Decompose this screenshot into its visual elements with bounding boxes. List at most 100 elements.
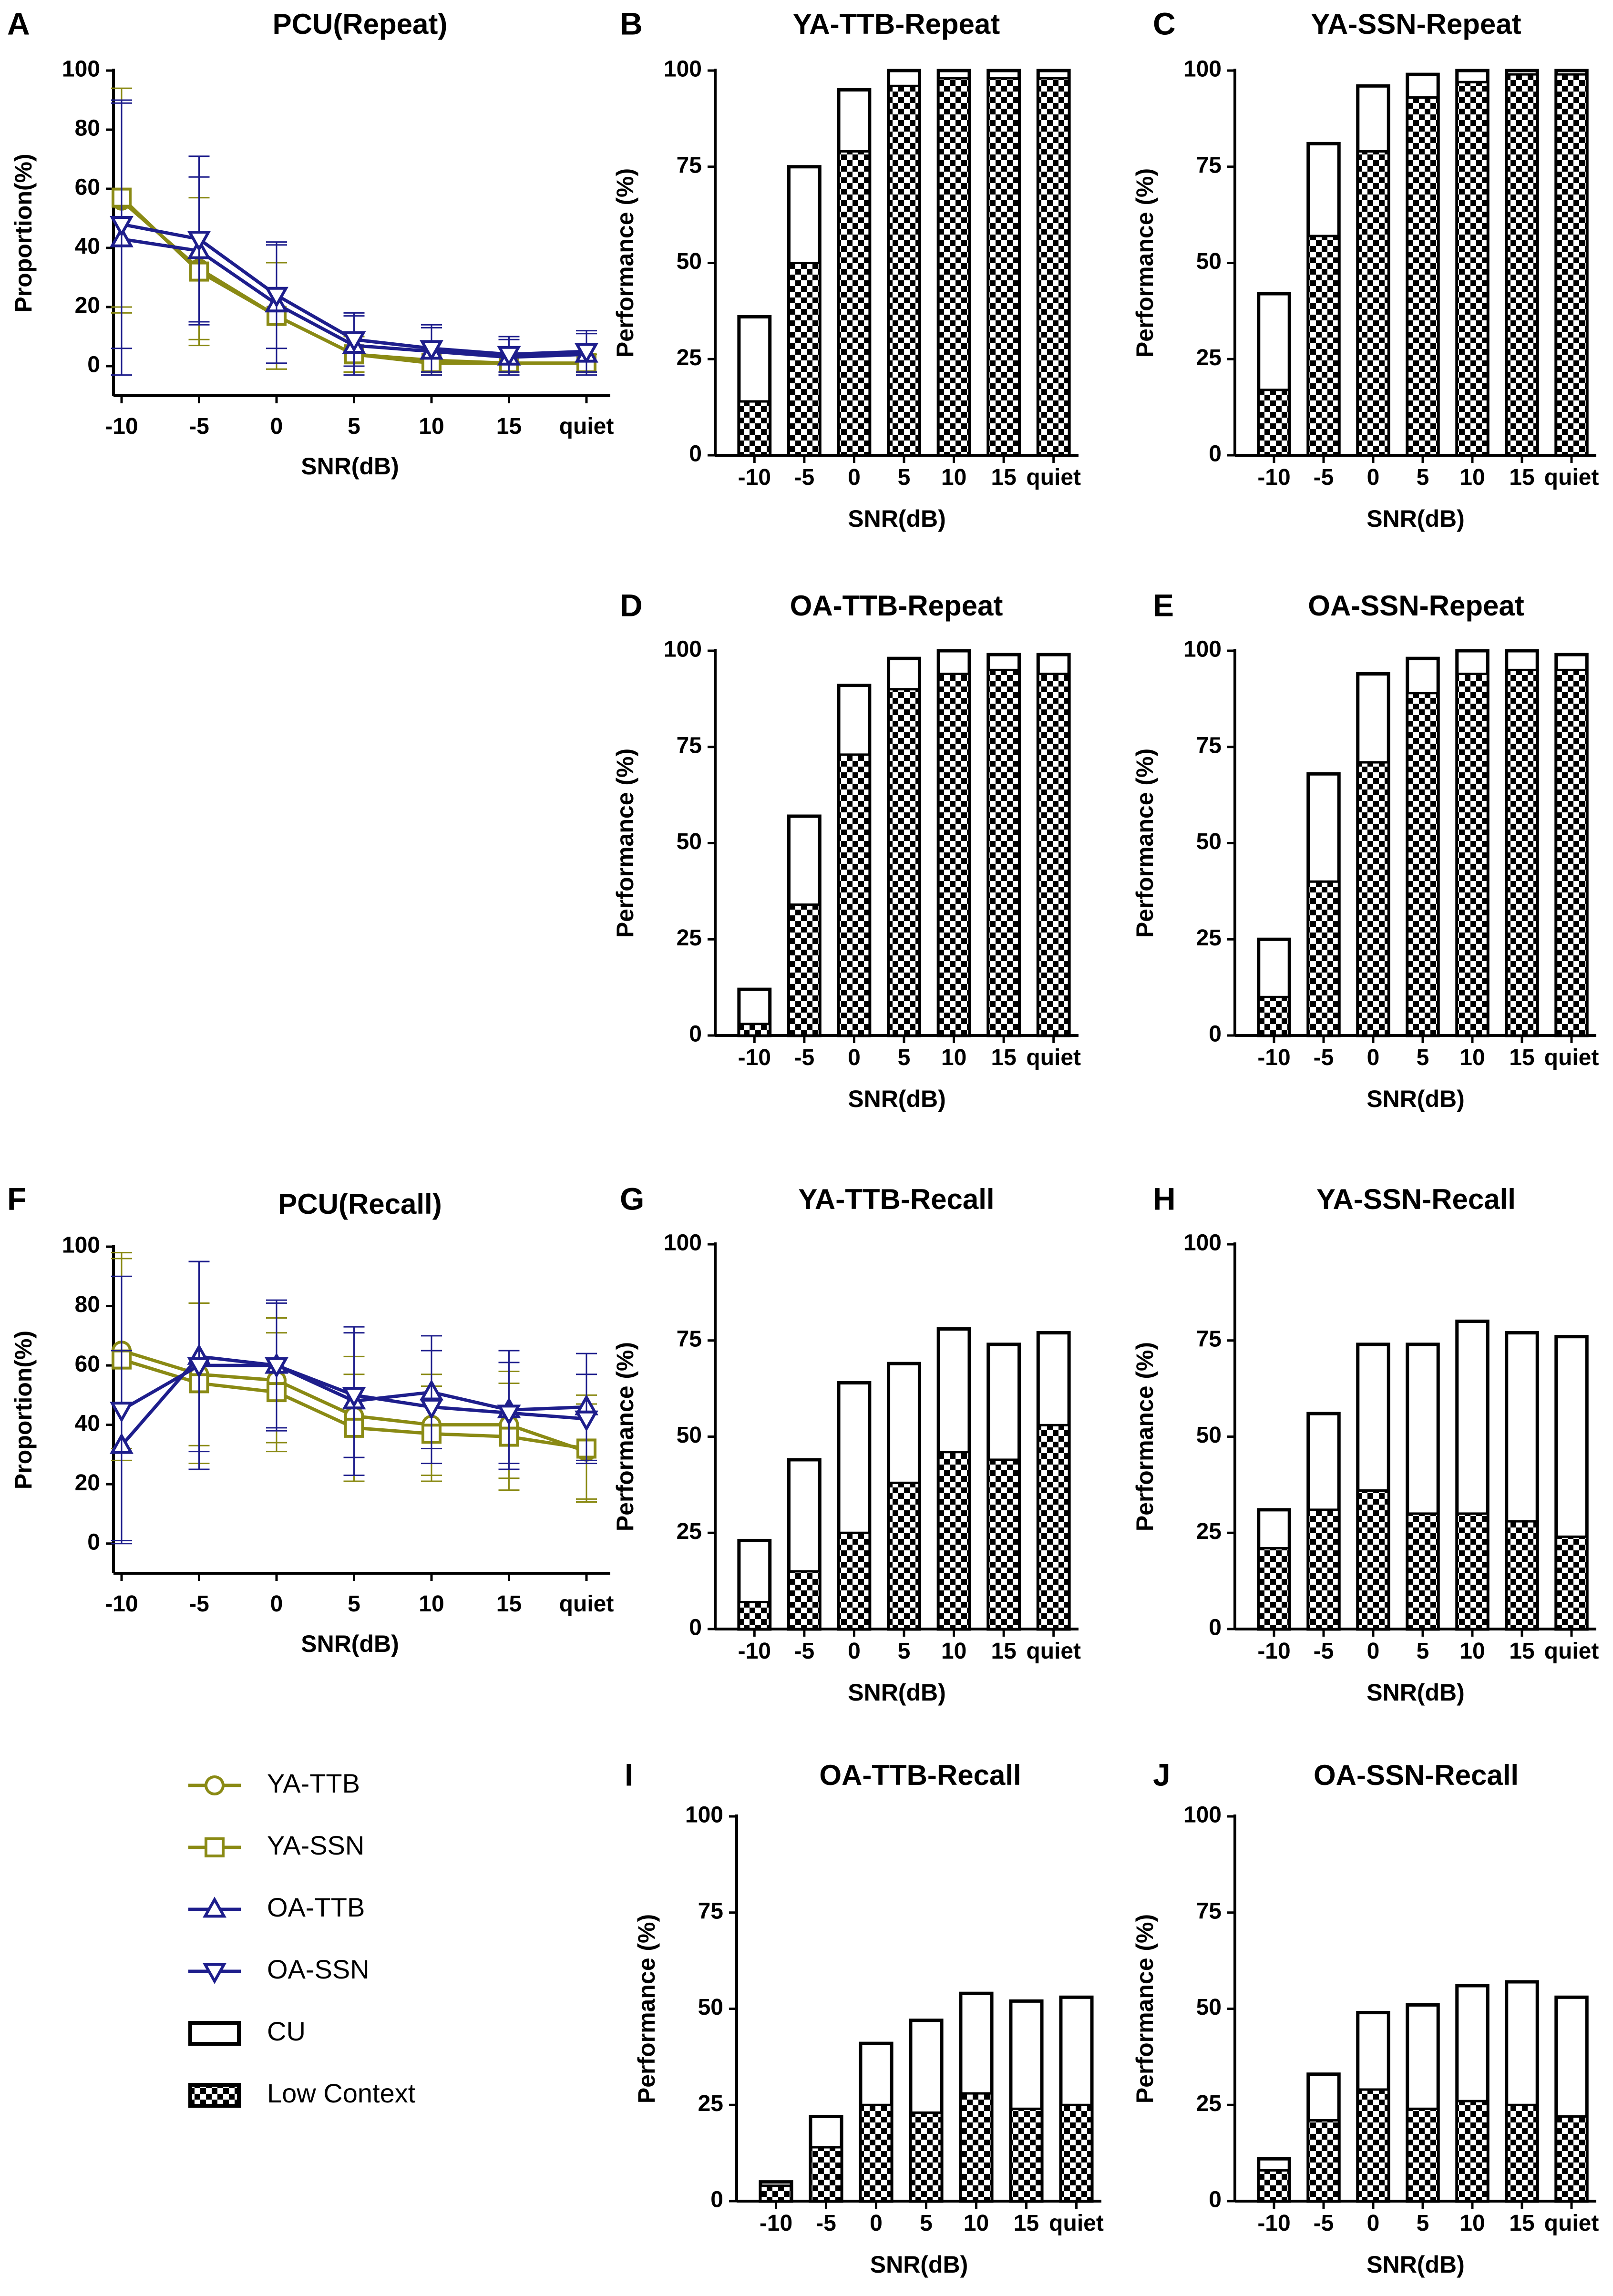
data-point [110, 216, 134, 237]
y-tick-label: 0 [1209, 441, 1222, 467]
y-tick-label: 25 [698, 2091, 723, 2116]
y-tick-label: 0 [689, 1615, 702, 1640]
y-axis-label: Performance (%) [1131, 1342, 1158, 1531]
data-point [342, 1386, 366, 1408]
x-tick-label: -10 [1257, 465, 1290, 490]
y-tick-label: 75 [677, 1326, 702, 1352]
x-tick-label: -5 [1314, 1045, 1334, 1070]
y-tick-label: 0 [689, 441, 702, 467]
x-tick-label: -5 [794, 465, 815, 490]
bar-low-context [809, 2146, 843, 2203]
y-tick-label: 100 [664, 637, 702, 662]
x-axis-label: SNR(dB) [1366, 1086, 1465, 1112]
bar-low-context [787, 1570, 821, 1630]
x-tick-label: 5 [898, 465, 911, 490]
x-tick-label: -10 [1257, 2211, 1290, 2236]
y-axis-label: Performance (%) [1131, 168, 1158, 358]
bar-low-context [1456, 81, 1489, 457]
x-tick-label: -10 [105, 414, 138, 439]
x-tick-label: 0 [270, 1591, 283, 1617]
x-tick-label: 0 [1367, 2211, 1380, 2236]
legend-swatch [188, 2083, 241, 2108]
x-tick-label: quiet [1544, 1045, 1599, 1070]
x-tick-label: 15 [1509, 2211, 1534, 2236]
legend-label: YA-TTB [267, 1768, 360, 1798]
y-tick-label: 50 [1196, 1995, 1222, 2020]
x-tick-label: -5 [1314, 1639, 1334, 1664]
bar-low-context [987, 668, 1021, 1037]
y-tick-label: 75 [677, 733, 702, 758]
chart-title: YA-SSN-Recall [1316, 1183, 1516, 1215]
panel-letter: H [1153, 1181, 1176, 1216]
y-tick-label: 50 [1196, 829, 1222, 854]
legend-label: CU [267, 2016, 306, 2046]
bar-low-context [1307, 235, 1340, 457]
x-tick-label: 5 [920, 2211, 933, 2236]
bar-low-context [1257, 1547, 1291, 1630]
y-tick-label: 100 [685, 1803, 723, 1828]
bar-low-context [1307, 1508, 1340, 1630]
data-point [342, 331, 366, 353]
legend-item-ya-ssn: YA-SSN [188, 1830, 364, 1860]
y-tick-label: 100 [1183, 57, 1222, 82]
bar-low-context [1356, 2088, 1390, 2203]
x-tick-label: 10 [941, 465, 966, 490]
y-tick-label: 0 [87, 352, 100, 378]
y-tick-label: 0 [710, 2187, 723, 2213]
y-tick-label: 50 [677, 249, 702, 274]
bar-low-context [1257, 995, 1291, 1037]
bar-low-context [937, 77, 971, 457]
x-axis-label: SNR(dB) [301, 453, 399, 480]
panel-letter: F [7, 1181, 26, 1216]
y-tick-label: 25 [1196, 1519, 1222, 1544]
x-tick-label: quiet [1026, 1639, 1081, 1664]
x-tick-label: 5 [348, 1591, 360, 1617]
x-tick-label: quiet [1544, 2211, 1599, 2236]
x-tick-label: 5 [1417, 1045, 1429, 1070]
y-tick-label: 100 [1183, 1230, 1222, 1256]
bar-low-context [1505, 668, 1539, 1037]
x-axis-label: SNR(dB) [1366, 2251, 1465, 2278]
y-tick-label: 25 [677, 345, 702, 370]
x-tick-label: 15 [1014, 2211, 1039, 2236]
panel-letter: E [1153, 587, 1174, 623]
y-tick-label: 75 [1196, 733, 1222, 758]
y-tick-label: 25 [1196, 925, 1222, 951]
series-oa-ssn [110, 1261, 598, 1545]
bar-low-context [1307, 2119, 1340, 2203]
y-tick-label: 75 [1196, 153, 1222, 178]
panel-letter: C [1153, 6, 1176, 41]
x-tick-label: -5 [1314, 465, 1334, 490]
x-tick-label: quiet [1544, 465, 1599, 490]
x-tick-label: -10 [105, 1591, 138, 1617]
y-axis-label: Performance (%) [612, 168, 638, 358]
legend-label: YA-SSN [267, 1830, 364, 1860]
y-tick-label: 60 [75, 1352, 100, 1377]
bar-low-context [1505, 2103, 1539, 2203]
y-tick-label: 50 [698, 1995, 723, 2020]
x-tick-label: -10 [738, 1639, 771, 1664]
x-tick-label: -5 [189, 1591, 209, 1617]
x-tick-label: 15 [1509, 465, 1534, 490]
data-point [497, 1404, 521, 1426]
y-tick-label: 25 [677, 925, 702, 951]
x-tick-label: -10 [738, 1045, 771, 1070]
y-tick-label: 100 [62, 1233, 100, 1258]
x-tick-label: 15 [496, 1591, 522, 1617]
legend-marker [205, 1837, 225, 1857]
data-point [420, 1398, 443, 1420]
y-tick-label: 0 [1209, 1022, 1222, 1047]
bar-low-context [1456, 2100, 1489, 2203]
data-point [265, 1357, 288, 1378]
x-tick-label: 10 [1459, 2211, 1485, 2236]
panel-letter: B [620, 6, 643, 41]
y-tick-label: 50 [677, 1423, 702, 1448]
x-tick-label: -10 [738, 465, 771, 490]
panel-letter: A [7, 6, 30, 41]
x-axis-label: SNR(dB) [1366, 505, 1465, 532]
data-point [497, 346, 521, 368]
